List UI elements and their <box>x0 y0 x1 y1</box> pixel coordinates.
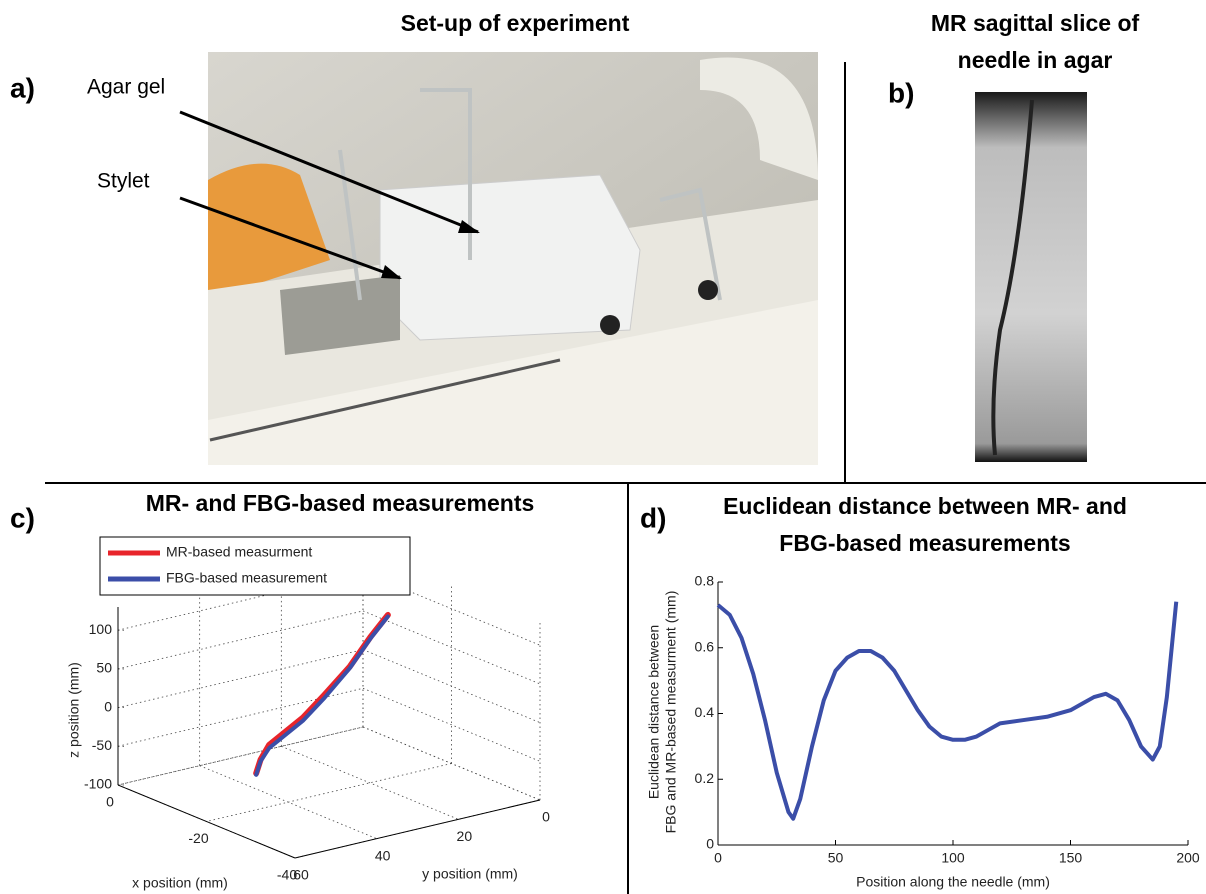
x-tick-label: 200 <box>1176 850 1200 866</box>
y-tick-label: 0 <box>706 836 714 852</box>
grid-line <box>281 745 459 820</box>
grid-line <box>362 726 541 801</box>
x-tick-label: 0 <box>714 850 722 866</box>
arrow <box>179 196 401 280</box>
y-tick-label: 0.2 <box>695 770 715 786</box>
grid-line <box>117 687 364 747</box>
grid-line <box>362 610 541 685</box>
panel-label: d) <box>640 502 666 533</box>
y-tick-label: 60 <box>293 867 309 883</box>
y-axis-label: Euclidean distance between <box>646 625 662 799</box>
arrowhead <box>458 220 480 233</box>
chart-title: Euclidean distance between MR- and <box>723 493 1127 519</box>
grid-line <box>117 649 364 708</box>
panel-title: MR sagittal slice of <box>931 10 1140 36</box>
grid-line <box>117 726 364 786</box>
y-tick-label: 20 <box>457 828 473 844</box>
y-tick-label: 0.6 <box>695 638 715 654</box>
series-line <box>254 614 390 777</box>
grid-line <box>117 571 364 631</box>
z-tick-label: -100 <box>84 776 112 792</box>
legend-box <box>99 536 411 596</box>
panel-label: c) <box>10 502 35 533</box>
x-tick-label: 100 <box>941 850 965 866</box>
legend-label: FBG-based measurement <box>166 570 327 586</box>
grid-line <box>199 765 377 840</box>
chart-title: FBG-based measurements <box>779 530 1070 556</box>
z-tick-label: -50 <box>92 737 112 753</box>
grid-line <box>362 687 541 762</box>
x-tick-label: -20 <box>188 830 208 846</box>
grid-line <box>117 610 364 670</box>
z-tick-label: 0 <box>104 698 112 714</box>
grid-line <box>206 763 452 822</box>
panel-label: b) <box>888 77 914 108</box>
series-line <box>716 601 1179 821</box>
y-tick-label: 0.8 <box>695 573 715 589</box>
annotation: Agar gel <box>87 76 165 99</box>
axis-line <box>117 784 296 859</box>
legend-label: MR-based measurment <box>166 544 312 560</box>
grid-line <box>117 726 364 786</box>
chart-title: MR- and FBG-based measurements <box>146 490 535 516</box>
x-tick-label: -40 <box>277 867 297 883</box>
z-tick-label: 100 <box>89 621 113 637</box>
panel-title: Set-up of experiment <box>401 10 630 36</box>
x-tick-label: 50 <box>828 850 844 866</box>
arrowhead <box>381 265 402 279</box>
panel-label: a) <box>10 72 35 103</box>
y-axis-label: y position (mm) <box>422 866 518 882</box>
y-tick-label: 0 <box>542 809 550 825</box>
x-axis-label: Position along the needle (mm) <box>856 874 1050 890</box>
photo <box>208 52 818 465</box>
y-tick-label: 40 <box>375 847 391 863</box>
z-tick-label: 50 <box>96 660 112 676</box>
needle-trace <box>991 99 1034 456</box>
x-tick-label: 150 <box>1059 850 1083 866</box>
y-axis-label: FBG and MR-based measurment (mm) <box>663 591 679 834</box>
y-tick-label: 0.4 <box>695 704 715 720</box>
x-tick-label: 0 <box>106 794 114 810</box>
axis-line <box>294 799 541 859</box>
panel-title: needle in agar <box>958 47 1113 73</box>
annotation: Stylet <box>97 170 150 193</box>
x-axis-label: x position (mm) <box>132 875 228 891</box>
arrow <box>179 110 479 234</box>
z-axis-label: z position (mm) <box>66 662 82 758</box>
